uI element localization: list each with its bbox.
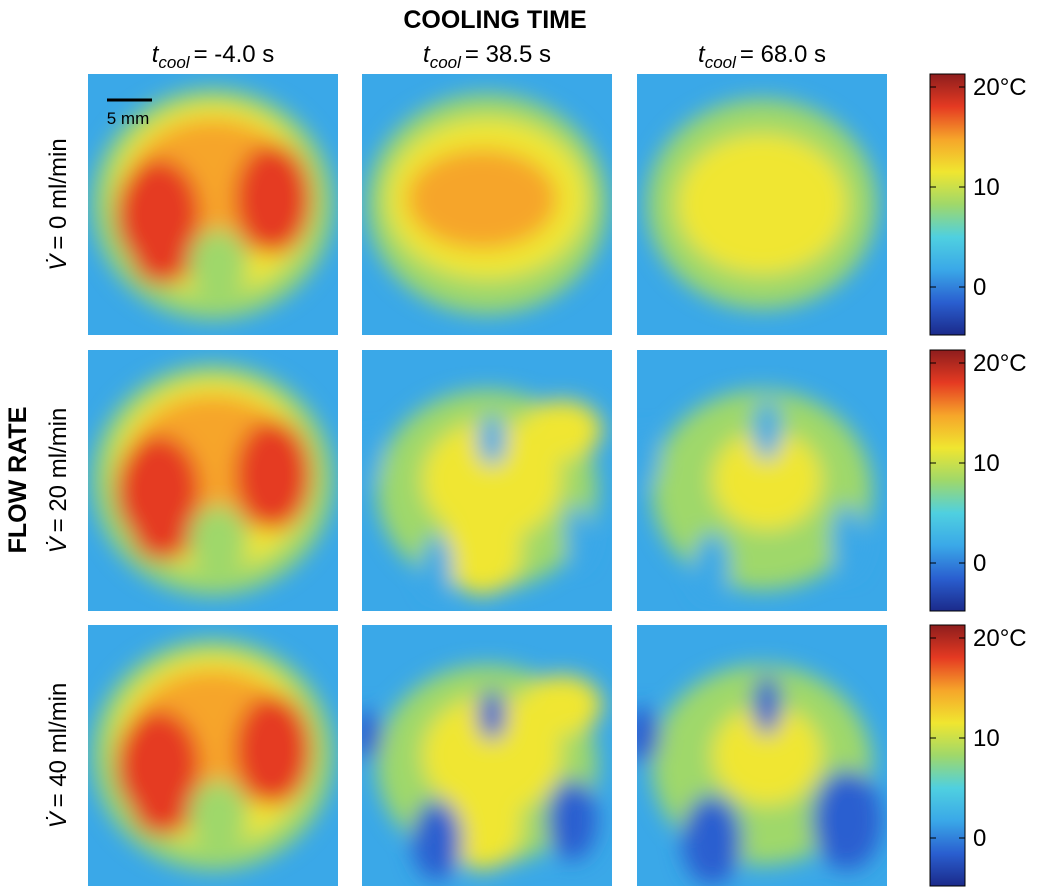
heatmap-blobs: [647, 99, 877, 309]
blob: [478, 415, 506, 465]
blob: [235, 144, 311, 254]
blob: [442, 505, 522, 595]
symbol: V̇: [44, 810, 72, 828]
label-text: = 38.5 s: [465, 41, 551, 68]
blob: [522, 400, 602, 460]
heatmap: [637, 74, 887, 335]
side-title: FLOW RATE: [4, 407, 32, 554]
heatmap: [362, 625, 612, 886]
blob: [694, 533, 730, 597]
column-label: tcool = 38.5 s: [423, 41, 551, 72]
blob: [133, 234, 193, 284]
blob: [442, 780, 522, 870]
symbol: t: [152, 41, 160, 68]
row-label: V̇ = 20 ml/min: [44, 408, 72, 554]
blob: [565, 505, 589, 565]
blob: [831, 505, 863, 575]
heatmap-blobs: [93, 89, 333, 319]
colorbar-tick-label: 10: [973, 450, 1000, 477]
heatmap-blobs: [637, 665, 882, 885]
row-label: V̇ = 0 ml/min: [44, 138, 72, 270]
blob: [637, 432, 660, 488]
symbol: t: [698, 41, 706, 68]
colorbar-tick-label: 10: [973, 725, 1000, 752]
colorbar-tick-label: 20°C: [973, 625, 1027, 652]
blob: [407, 149, 557, 249]
blob: [522, 675, 602, 735]
blob: [188, 229, 248, 299]
heatmap: [362, 350, 612, 611]
column-label: tcool = 68.0 s: [698, 41, 826, 72]
scale-bar-label: 5 mm: [107, 109, 150, 128]
heatmap: [88, 74, 338, 335]
label-text: = 40 ml/min: [45, 683, 72, 808]
symbol: V̇: [44, 253, 72, 271]
blob: [547, 780, 597, 860]
heatmap: [637, 625, 887, 886]
blob: [422, 535, 452, 595]
blob: [362, 710, 382, 760]
blob: [362, 435, 382, 485]
blob: [753, 400, 781, 460]
blob: [133, 785, 193, 835]
heatmap: [88, 350, 338, 611]
title: COOLING TIME: [403, 6, 586, 34]
colorbar-tick-label: 10: [973, 174, 1000, 201]
row-label: V̇ = 40 ml/min: [44, 683, 72, 829]
blob: [753, 675, 781, 735]
label-text: = 0 ml/min: [45, 138, 72, 249]
blob: [712, 705, 822, 805]
blob: [235, 695, 311, 805]
colorbar-tick-label: 0: [973, 274, 986, 301]
symbol: t: [423, 41, 431, 68]
subscript: cool: [158, 53, 190, 72]
blob: [812, 770, 882, 870]
blob: [133, 510, 193, 560]
blob: [712, 169, 802, 239]
blob: [188, 505, 248, 575]
blob: [235, 420, 311, 530]
blob: [478, 690, 506, 740]
blob: [422, 695, 562, 815]
colorbar-tick-label: 20°C: [973, 350, 1027, 377]
label-text: = 20 ml/min: [45, 408, 72, 533]
column-label: tcool = -4.0 s: [152, 41, 275, 72]
colorbar-tick-label: 20°C: [973, 74, 1027, 101]
heatmap: [637, 350, 887, 611]
blob: [682, 795, 742, 885]
heatmap: [88, 625, 338, 886]
subscript: cool: [430, 53, 462, 72]
symbol: V̇: [44, 535, 72, 553]
blob: [412, 800, 462, 880]
heatmap-blobs: [93, 365, 333, 595]
heatmap-blobs: [367, 94, 607, 314]
colorbar-tick-label: 0: [973, 825, 986, 852]
blob: [712, 430, 822, 530]
colorbar: [929, 73, 966, 336]
blob: [637, 707, 660, 763]
heatmap-blobs: [362, 665, 602, 880]
heatmap: [362, 74, 612, 335]
subscript: cool: [705, 53, 737, 72]
heatmap-blobs: [93, 640, 333, 870]
colorbar: [929, 349, 966, 612]
label-text: = -4.0 s: [194, 41, 275, 68]
heatmap-blobs: [362, 390, 602, 595]
colorbar: [929, 624, 966, 887]
colorbar-tick-label: 0: [973, 550, 986, 577]
heatmap-blobs: [637, 390, 872, 597]
label-text: = 68.0 s: [740, 41, 826, 68]
blob: [188, 780, 248, 850]
blob: [422, 420, 562, 540]
